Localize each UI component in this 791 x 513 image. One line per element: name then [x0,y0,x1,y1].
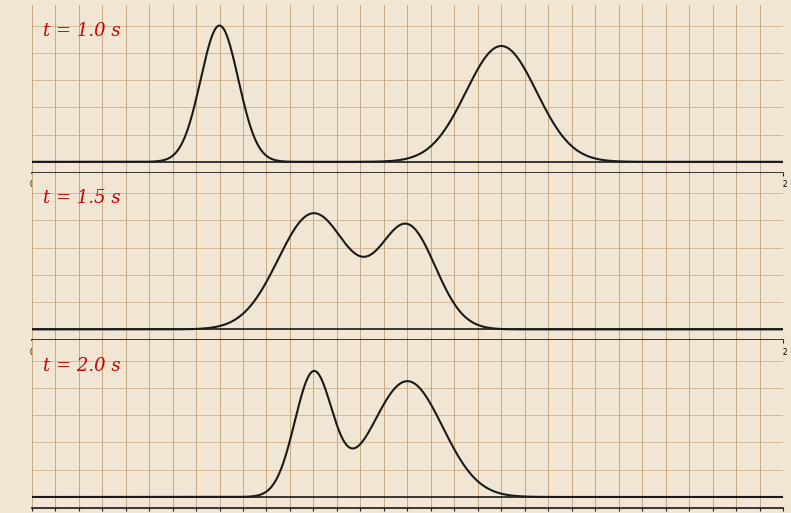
X-axis label: distance (cm): distance (cm) [379,358,436,367]
Text: t = 2.0 s: t = 2.0 s [43,357,120,375]
Text: t = 1.5 s: t = 1.5 s [43,189,120,207]
X-axis label: distance (cm): distance (cm) [379,191,436,200]
Text: t = 1.0 s: t = 1.0 s [43,22,120,40]
